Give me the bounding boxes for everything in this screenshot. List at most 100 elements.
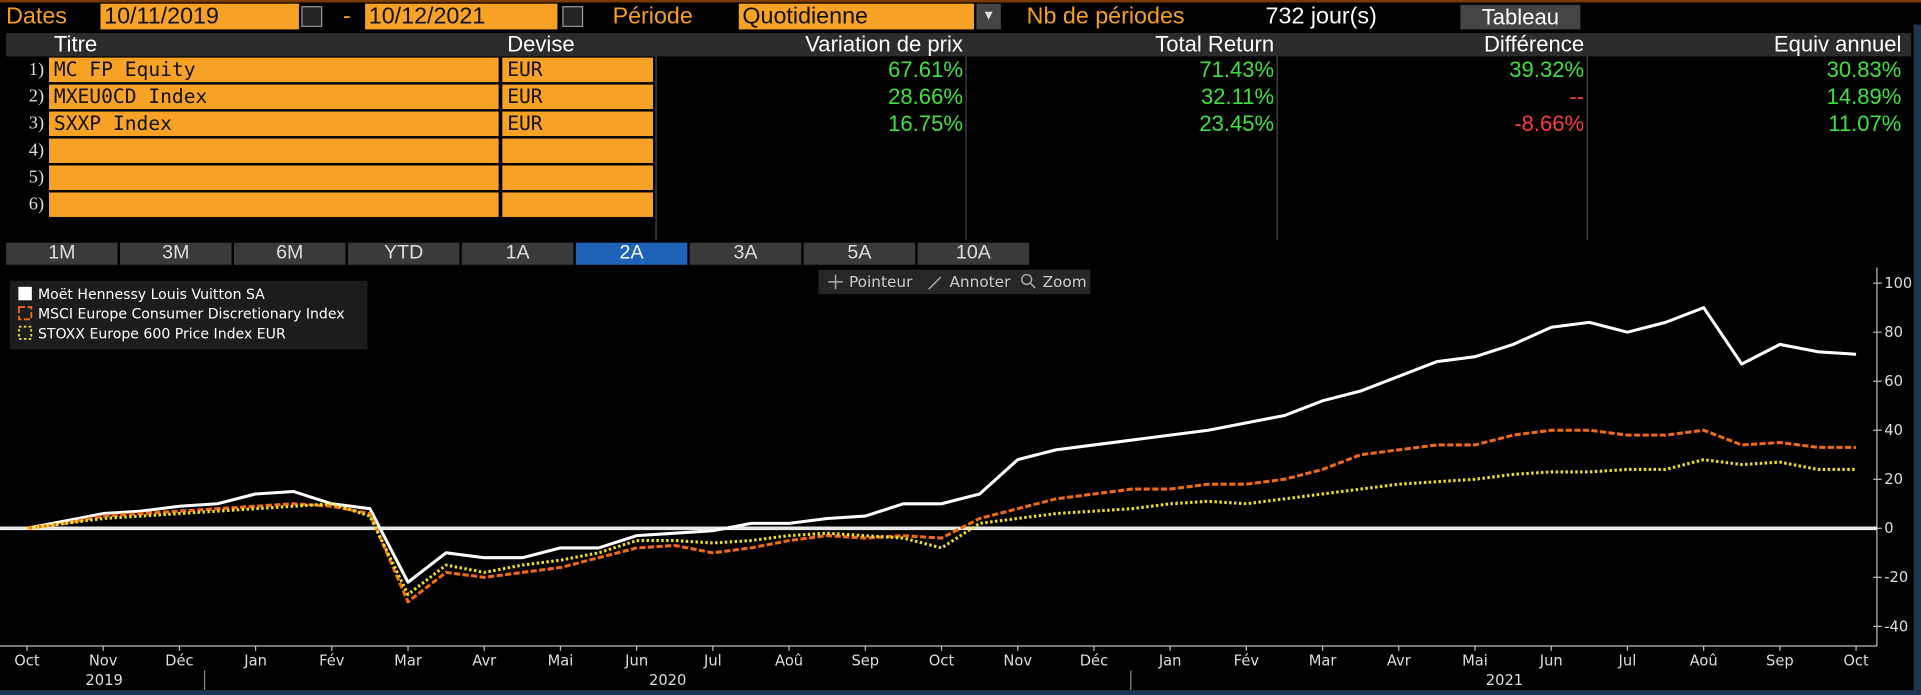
currency-cell[interactable] — [502, 165, 653, 190]
currency-cell[interactable]: EUR — [502, 84, 653, 110]
dropdown-arrow[interactable]: ▼ — [976, 3, 1001, 30]
tool-icon — [828, 274, 843, 290]
year-label: 2020 — [649, 672, 686, 689]
x-tick-label: Jan — [243, 653, 267, 670]
x-tick-label: Mar — [1309, 653, 1338, 670]
header-row — [6, 33, 1912, 57]
period-button[interactable]: 1M — [6, 242, 118, 265]
value-cell: 23.45% — [1199, 111, 1275, 137]
value-cell: 30.83% — [1826, 57, 1902, 83]
x-tick-label: Fév — [1234, 653, 1260, 670]
x-tick-label: Sep — [1766, 653, 1794, 670]
period-button[interactable]: 5A — [803, 242, 916, 265]
period-button[interactable]: 6M — [233, 242, 346, 265]
x-tick-label: Jul — [1618, 653, 1637, 670]
column-header: Variation de prix — [805, 31, 963, 57]
x-tick-label: Déc — [165, 653, 193, 670]
period-button[interactable]: 1A — [461, 242, 574, 265]
y-tick-label: -40 — [1884, 618, 1908, 635]
security-cell[interactable] — [49, 192, 499, 217]
series-line — [26, 428, 1857, 604]
x-tick-label: Avr — [1387, 653, 1412, 670]
period-button[interactable]: 2A — [575, 242, 688, 265]
top-border — [0, 0, 1921, 3]
period-button[interactable]: 3M — [120, 242, 232, 265]
dates-label: Dates — [6, 3, 67, 30]
row-number: 1) — [28, 60, 45, 80]
calendar-icon[interactable] — [301, 6, 323, 27]
x-tick-label: Déc — [1080, 653, 1108, 670]
legend-swatch — [18, 325, 33, 340]
value-cell: 67.61% — [888, 57, 963, 83]
column-header: Devise — [507, 31, 575, 57]
chart-toolbar — [818, 269, 1091, 295]
legend-box — [9, 280, 368, 350]
x-tick-label: Aoû — [775, 653, 803, 670]
column-header: Différence — [1483, 31, 1585, 57]
view-button[interactable]: Tableau — [1460, 4, 1581, 30]
series-line — [26, 458, 1857, 597]
legend-label: MSCI Europe Consumer Discretionary Index — [38, 307, 345, 323]
column-separator — [1276, 56, 1278, 241]
tool-icon — [1021, 273, 1036, 289]
column-separator — [655, 56, 657, 241]
currency-cell[interactable] — [502, 192, 653, 217]
x-tick-label: Nov — [89, 653, 118, 670]
row-number: 5) — [28, 167, 45, 188]
year-label: 2019 — [85, 672, 122, 689]
legend-swatch — [18, 286, 32, 301]
x-tick-label: Jun — [624, 653, 648, 670]
chart-tool[interactable]: Zoom — [1043, 273, 1087, 291]
security-cell[interactable]: MXEU0CD Index — [49, 84, 499, 110]
start-date-field[interactable]: 10/11/2019 — [100, 3, 299, 30]
chart: -40 -20 0 20 40 60 80 100 Oct Nov Déc Jan Fév Mar Avr M… — [0, 267, 1911, 691]
x-tick-label: Jan — [1158, 653, 1182, 670]
y-tick-label: 40 — [1884, 422, 1903, 439]
row-number: 6) — [28, 194, 45, 215]
x-tick-label: Aoû — [1690, 653, 1718, 670]
currency-cell[interactable]: EUR — [502, 111, 653, 137]
column-header: Equiv annuel — [1773, 31, 1902, 57]
legend-label: STOXX Europe 600 Price Index EUR — [38, 326, 286, 342]
x-tick-label: Jun — [1539, 653, 1563, 670]
currency-cell[interactable]: EUR — [502, 57, 653, 83]
value-cell: 11.07% — [1828, 111, 1902, 137]
x-tick-label: Oct — [929, 653, 955, 670]
end-date-field[interactable]: 10/12/2021 — [365, 3, 558, 30]
period-button[interactable]: YTD — [347, 242, 460, 265]
value-cell: 71.43% — [1199, 57, 1275, 83]
x-tick-label: Mai — [1462, 653, 1488, 670]
row-number: 3) — [28, 113, 45, 134]
security-cell[interactable]: SXXP Index — [49, 111, 499, 137]
x-tick-label: Nov — [1003, 653, 1032, 670]
chart-tool[interactable]: Annoter — [949, 273, 1011, 291]
column-header: Titre — [53, 31, 98, 57]
bottom-border — [0, 690, 1921, 695]
currency-cell[interactable] — [502, 138, 653, 164]
right-border — [1913, 24, 1921, 695]
y-tick-label: 20 — [1884, 471, 1903, 488]
period-button[interactable]: 10A — [917, 242, 1030, 265]
x-tick-label: Jul — [703, 653, 722, 670]
value-cell: -8.66% — [1514, 111, 1585, 137]
x-tick-label: Mai — [548, 653, 574, 670]
period-button[interactable]: 3A — [689, 242, 802, 265]
column-header: Total Return — [1155, 31, 1275, 57]
row-number: 4) — [28, 140, 45, 161]
x-tick-label: Avr — [472, 653, 497, 670]
y-tick-label: 80 — [1884, 324, 1903, 341]
row-number: 2) — [28, 87, 45, 107]
security-cell[interactable] — [49, 165, 499, 190]
security-cell[interactable] — [49, 138, 499, 164]
period-field[interactable]: Quotidienne — [738, 3, 974, 30]
security-cell[interactable]: MC FP Equity — [49, 57, 499, 83]
date-dash: - — [343, 3, 351, 30]
tool-icon — [928, 276, 942, 290]
period-label: Période — [612, 3, 693, 30]
column-separator — [1586, 56, 1588, 241]
chart-tool[interactable]: Pointeur — [849, 273, 913, 291]
count-value: 732 jour(s) — [1265, 3, 1377, 30]
calendar-icon[interactable] — [562, 6, 584, 27]
x-tick-label: Oct — [1843, 653, 1869, 670]
